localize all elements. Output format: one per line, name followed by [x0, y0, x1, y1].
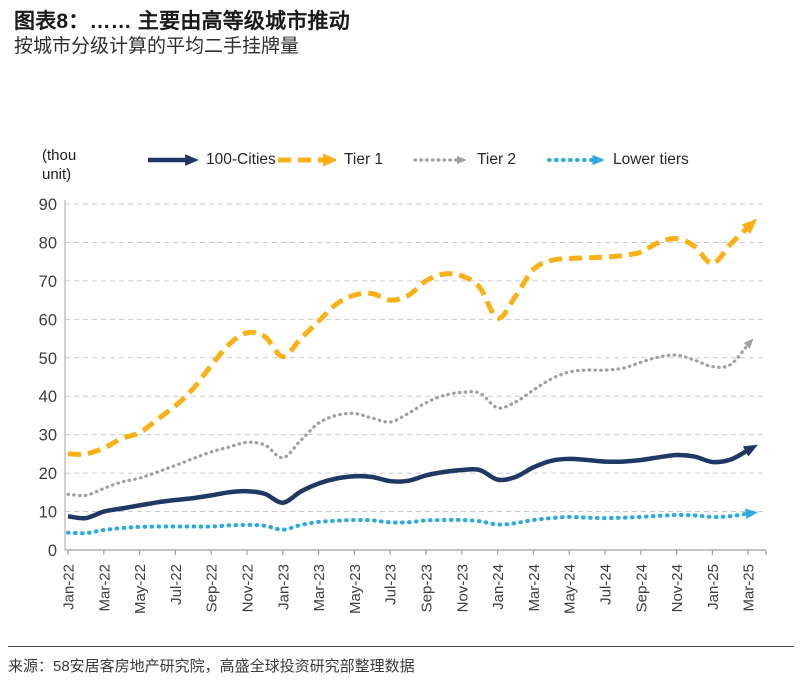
x-tick-label: Nov-24	[669, 564, 686, 612]
x-tick-label: May-23	[347, 564, 364, 614]
source-note: 来源：58安居客房地产研究院，高盛全球投资研究部整理数据	[8, 658, 415, 675]
footer-divider	[8, 646, 794, 647]
y-tick-label: 0	[48, 542, 57, 560]
y-tick-label: 30	[39, 427, 57, 445]
legend-item-tier-2: Tier 2	[413, 151, 516, 169]
y-tick-label: 70	[39, 273, 57, 291]
series-line-tier-1	[67, 218, 758, 457]
x-tick-label: Sep-23	[419, 564, 436, 612]
legend-line-lower-tiers-icon	[547, 153, 605, 167]
x-tick-label: Mar-25	[741, 564, 758, 612]
x-tick-label: Jan-24	[490, 564, 507, 610]
legend-label-tier-2: Tier 2	[477, 151, 517, 168]
x-tick-label: Jul-23	[383, 564, 400, 605]
x-tick-label: Jan-23	[275, 564, 292, 610]
legend-line-100-cities-icon	[146, 153, 200, 167]
legend-item-lower-tiers: Lower tiers	[547, 151, 689, 169]
x-tick-label: Mar-24	[526, 564, 543, 612]
x-tick-label: Mar-22	[96, 564, 113, 612]
series-line-lower-tiers	[66, 508, 758, 536]
x-tick-label: Jul-24	[598, 564, 615, 605]
legend-item-tier-1: Tier 1	[276, 151, 383, 169]
legend-label-100-cities: 100-Cities	[206, 151, 276, 168]
legend-label-lower-tiers: Lower tiers	[613, 151, 689, 168]
x-tick-label: Mar-23	[311, 564, 328, 612]
y-tick-label: 40	[39, 388, 57, 406]
x-tick-label: Jul-22	[168, 564, 185, 605]
y-tick-label: 20	[39, 465, 57, 483]
y-tick-label: 90	[39, 196, 57, 214]
x-tick-label: Sep-24	[633, 564, 650, 612]
y-tick-label: 60	[39, 311, 57, 329]
figure-title: 图表8：…… 主要由高等级城市推动	[14, 10, 350, 33]
x-tick-label: Nov-22	[240, 564, 257, 612]
figure-subtitle: 按城市分级计算的平均二手挂牌量	[14, 36, 300, 57]
legend-label-tier-1: Tier 1	[344, 151, 384, 168]
y-tick-label: 10	[39, 504, 57, 522]
x-tick-label: Jan-25	[705, 564, 722, 610]
legend-line-tier-2-icon	[413, 153, 469, 167]
y-tick-label: 80	[39, 234, 57, 252]
series-line-100-cities	[67, 444, 758, 521]
x-tick-label: Sep-22	[204, 564, 221, 612]
y-tick-label: 50	[39, 350, 57, 368]
x-tick-label: Jan-22	[61, 564, 78, 610]
x-tick-label: May-22	[132, 564, 149, 614]
y-axis-unit-label: (thou unit)	[42, 147, 77, 183]
x-tick-label: Nov-23	[454, 564, 471, 612]
legend-line-tier-1-icon	[276, 153, 339, 167]
legend-item-100-cities: 100-Cities	[146, 151, 276, 169]
series-line-tier-2	[66, 338, 754, 498]
line-chart-canvas: 0 10 20 30 40 50 60 70 80 90 Jan-22 Mar-22 May-22 Jul…	[39, 196, 767, 614]
x-tick-label: May-24	[562, 564, 579, 614]
